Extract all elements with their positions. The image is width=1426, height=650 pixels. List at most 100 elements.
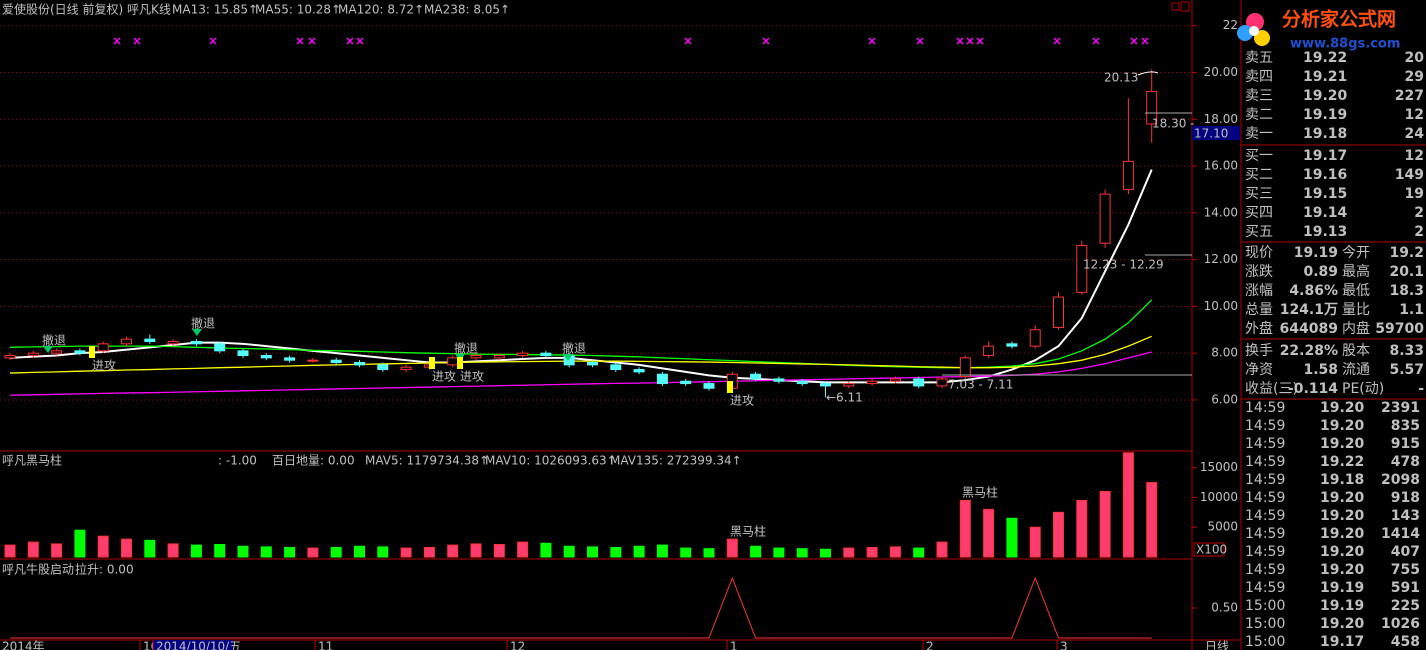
logo-petal: [1237, 25, 1253, 41]
volume-bar: [237, 545, 249, 558]
attack-signal: 进攻: [432, 370, 456, 384]
unit-box: [1193, 542, 1225, 557]
stat-label: 外盘: [1245, 320, 1273, 337]
trade-volume: 591: [1391, 580, 1420, 596]
x-marker: [209, 37, 217, 45]
stat-value: 18.3: [1389, 283, 1424, 299]
volume-bar: [307, 547, 319, 558]
window-button[interactable]: [1171, 2, 1180, 11]
trade-time: 14:59: [1245, 562, 1285, 578]
trade-time: 15:00: [1245, 598, 1285, 614]
volume-bar: [726, 538, 738, 558]
candle-body: [214, 343, 226, 352]
candle-body: [959, 357, 971, 378]
readout: MA55: 10.28↑: [255, 3, 341, 17]
y-tick-label: 10000: [1200, 490, 1238, 504]
book-price: 19.18: [1303, 126, 1347, 142]
volume-bar: [983, 508, 995, 558]
book-label: 卖一: [1245, 126, 1273, 142]
stat-value: 5.57: [1389, 362, 1424, 378]
unit-label: X100: [1196, 543, 1227, 557]
volume-bar: [144, 539, 156, 558]
candle-body: [820, 383, 831, 387]
book-volume: 12: [1405, 148, 1424, 164]
candle-body: [307, 359, 319, 362]
volume-bar: [563, 545, 575, 558]
candle-body: [913, 378, 925, 387]
stat-value: -0.114: [1288, 381, 1338, 397]
stat-value: 19.19: [1294, 245, 1338, 261]
x-marker: [966, 37, 974, 45]
candle-body: [610, 364, 622, 371]
stat-value: 20.1: [1389, 264, 1424, 280]
trade-price: 19.22: [1320, 454, 1364, 470]
volume-bar: [587, 546, 598, 558]
y-tick-label: 0.50: [1211, 601, 1238, 615]
readout: MA13: 15.85↑: [172, 3, 258, 17]
y-tick-label: 8.00: [1211, 346, 1238, 360]
stat-label: 涨幅: [1245, 283, 1273, 299]
book-volume: 19: [1405, 186, 1424, 202]
logo-center: [1249, 26, 1259, 36]
volume-bar: [796, 548, 808, 558]
retreat-arrow: [192, 329, 202, 336]
logo: 分析家公式网 www.88gs.com: [1237, 8, 1400, 52]
candle-body: [540, 352, 552, 357]
price-annotation: 7.03 - 7.11: [948, 378, 1013, 392]
volume-bar: [1053, 511, 1064, 558]
y-tick-label: 5000: [1207, 520, 1238, 534]
candle-body: [377, 364, 389, 371]
x-marker: [916, 37, 924, 45]
book-price: 19.20: [1303, 88, 1348, 104]
book-volume: 227: [1395, 88, 1424, 104]
trade-time: 14:59: [1245, 400, 1285, 416]
logo-url: www.88gs.com: [1290, 37, 1400, 52]
volume-bar: [820, 548, 831, 558]
candle-body: [493, 355, 505, 359]
stat-value: 644089: [1280, 321, 1338, 337]
indicator-line: [10, 576, 1152, 639]
candle-body: [27, 352, 39, 357]
volume-bar: [610, 546, 622, 558]
stat-value: 59700: [1375, 321, 1424, 337]
readout: : -1.00: [218, 454, 257, 468]
attack-signal: 进攻: [460, 370, 484, 384]
price-annotation: 20.13: [1104, 71, 1138, 85]
book-label: 买二: [1245, 167, 1273, 183]
trade-volume: 225: [1391, 598, 1420, 614]
candle-body: [190, 340, 202, 345]
candle-body: [680, 380, 692, 385]
candle-body: [936, 378, 948, 387]
x-marker: [956, 37, 964, 45]
x-marker: [356, 37, 364, 45]
y-tick-label: 15000: [1200, 460, 1238, 474]
candle-body: [517, 352, 529, 357]
volume-bar: [1099, 490, 1111, 558]
x-marker: [296, 37, 304, 45]
window-button[interactable]: [1180, 1, 1190, 12]
volume-bar: [889, 546, 901, 558]
stat-value: 124.1万: [1280, 302, 1338, 318]
stat-label: 收益(三): [1245, 381, 1298, 397]
candle-body: [354, 362, 365, 366]
book-label: 卖五: [1245, 50, 1273, 66]
volume-bar: [447, 544, 459, 558]
trade-volume: 2391: [1381, 400, 1420, 416]
trade-price: 19.19: [1320, 580, 1364, 596]
stat-label: 涨跌: [1245, 264, 1273, 280]
candle-body: [703, 383, 715, 389]
date-box: [153, 640, 233, 650]
candle-body: [889, 378, 901, 382]
x-tick-label: 10: [143, 640, 158, 650]
volume-bar: [167, 543, 179, 558]
x-marker: [1130, 37, 1138, 45]
book-price: 19.14: [1303, 205, 1348, 221]
candle-body: [237, 350, 249, 357]
stat-value: 19.2: [1389, 245, 1424, 261]
trade-price: 19.20: [1320, 508, 1365, 524]
trade-volume: 915: [1391, 436, 1420, 452]
x-marker: [133, 37, 141, 45]
book-label: 卖二: [1245, 107, 1273, 123]
x-tick-label: 12: [510, 640, 525, 650]
trade-volume: 918: [1391, 490, 1420, 506]
